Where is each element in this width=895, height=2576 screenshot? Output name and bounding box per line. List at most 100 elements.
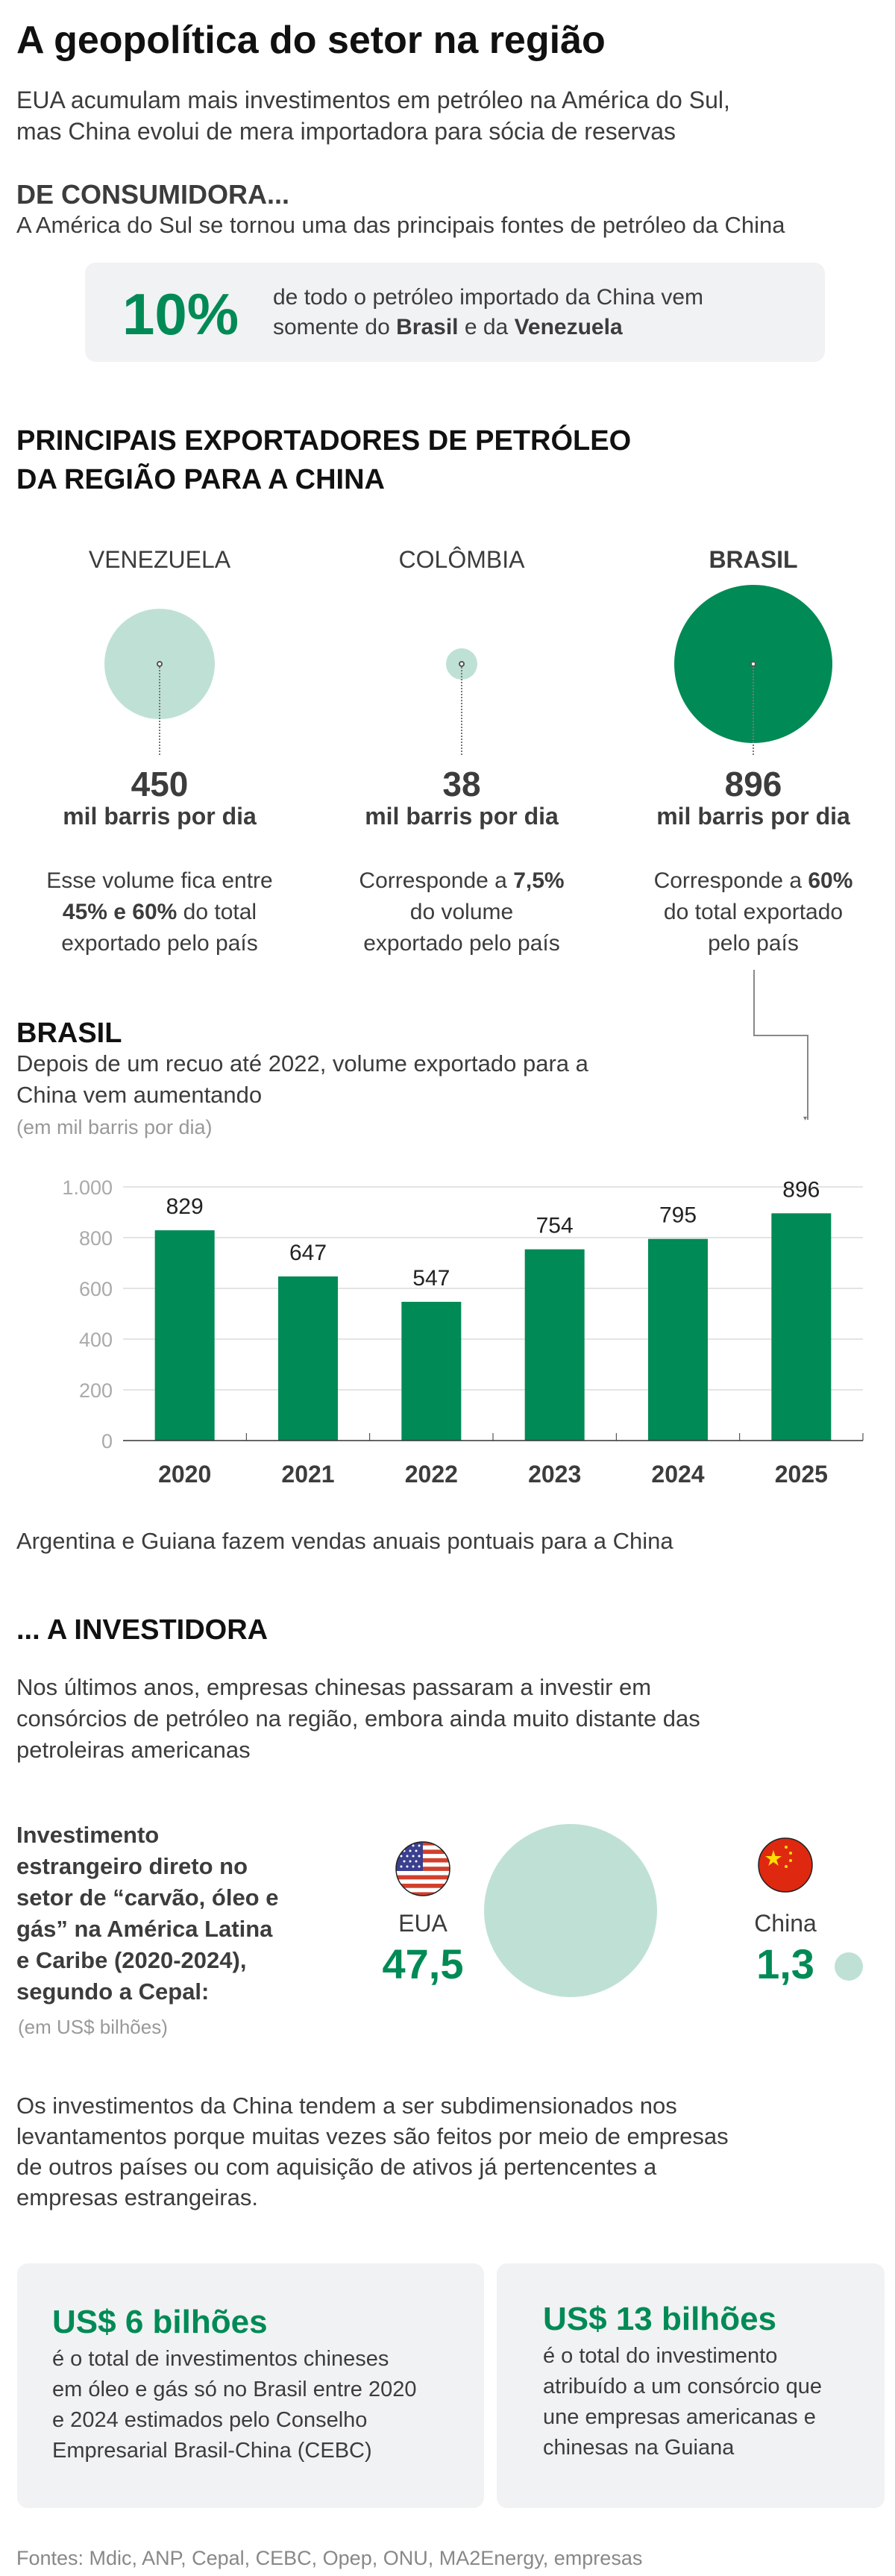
fdi-unit: (em US$ bilhões) — [18, 2016, 168, 2038]
connector-line — [753, 970, 755, 1035]
country-name-eua: EUA — [398, 1910, 448, 1937]
connector-line — [753, 1035, 808, 1036]
export-desc-line: exportado pelo país — [61, 931, 258, 956]
bar-value-label: 547 — [412, 1266, 450, 1291]
card-text: atribuído a um consórcio que — [543, 2375, 822, 2398]
y-tick-label: 1.000 — [62, 1176, 113, 1199]
card-text: Empresarial Brasil-China (CEBC) — [52, 2439, 372, 2463]
chart-subtitle: China vem aumentando — [16, 1082, 263, 1108]
fdi-label: segundo a Cepal: — [16, 1978, 210, 2005]
bubble-center-dot — [157, 661, 163, 667]
country-label: VENEZUELA — [88, 546, 231, 573]
card-value: US$ 13 bilhões — [543, 2301, 777, 2337]
x-tick-label: 2023 — [528, 1461, 581, 1488]
bubble-center-dot — [750, 661, 756, 667]
section-text: A América do Sul se tornou uma das princ… — [16, 212, 785, 238]
export-desc-line: Corresponde a 7,5% — [359, 868, 565, 893]
bar — [524, 1249, 585, 1441]
bar-value-label: 829 — [166, 1194, 204, 1219]
card-value: US$ 6 bilhões — [52, 2304, 268, 2340]
x-tick-label: 2022 — [405, 1461, 458, 1488]
fdi-value-eua: 47,5 — [382, 1940, 464, 1987]
highlight-line: somente do Brasil e da Venezuela — [273, 315, 623, 339]
chart-unit: (em mil barris por dia) — [16, 1116, 213, 1138]
investor-note: Os investimentos da China tendem a ser s… — [16, 2093, 677, 2119]
x-tick-label: 2021 — [281, 1461, 334, 1488]
page-title: A geopolítica do setor na região — [16, 19, 606, 62]
fdi-label: setor de “carvão, óleo e — [16, 1884, 279, 1911]
y-tick-label: 200 — [79, 1379, 113, 1402]
card-text: une empresas americanas e — [543, 2405, 816, 2429]
bar — [278, 1276, 338, 1441]
section-heading-investor: ... A INVESTIDORA — [16, 1614, 268, 1646]
card-text: é o total do investimento — [543, 2344, 778, 2368]
fdi-label: Investimento — [16, 1822, 160, 1848]
bar-value-label: 896 — [782, 1177, 820, 1202]
fdi-label: gás” na América Latina — [16, 1916, 273, 1942]
export-desc-line: exportado pelo país — [363, 931, 560, 956]
card-text: é o total de investimentos chineses — [52, 2347, 389, 2371]
leader-line — [753, 664, 754, 755]
country-name-china: China — [754, 1910, 817, 1937]
export-value: 896 — [724, 765, 782, 803]
bar-value-label: 647 — [289, 1241, 327, 1265]
card-text: e 2024 estimados pelo Conselho — [52, 2408, 368, 2432]
country-label: BRASIL — [709, 546, 798, 573]
country-label: COLÔMBIA — [398, 546, 525, 573]
investor-note: levantamentos porque muitas vezes são fe… — [16, 2123, 729, 2149]
bar — [154, 1230, 215, 1441]
bubble-eua — [484, 1824, 657, 1997]
y-tick-label: 600 — [79, 1278, 113, 1300]
subtitle-line: EUA acumulam mais investimentos em petró… — [16, 87, 730, 113]
fdi-value-china: 1,3 — [756, 1940, 814, 1987]
highlight-value: 10% — [122, 281, 239, 347]
export-desc-line: pelo país — [708, 931, 799, 956]
highlight-box: 10% de todo o petróleo importado da Chin… — [85, 263, 825, 362]
us-flag-icon — [395, 1841, 450, 1896]
bar — [771, 1213, 832, 1441]
sources: Fontes: Mdic, ANP, Cepal, CEBC, Opep, ON… — [16, 2547, 643, 2569]
export-desc-line: do total exportado — [663, 900, 844, 924]
bar — [648, 1238, 708, 1441]
investor-text: petroleiras americanas — [16, 1737, 251, 1763]
export-unit: mil barris por dia — [365, 803, 559, 830]
arrow-down-icon: ▾ — [803, 1115, 808, 1123]
bubble-center-dot — [459, 661, 465, 667]
bar-value-label: 754 — [536, 1214, 574, 1238]
info-card: US$ 6 bilhões é o total de investimentos… — [17, 2263, 484, 2508]
y-tick-label: 0 — [101, 1430, 113, 1452]
subtitle-line: mas China evolui de mera importadora par… — [16, 118, 676, 145]
bar-chart: 0 200 400 600 800 1.000 829 2020 647 2021 547 2022 7… — [62, 1176, 864, 1488]
card-text: chinesas na Guiana — [543, 2436, 735, 2460]
bubble-china — [835, 1952, 863, 1981]
fdi-label: estrangeiro direto no — [16, 1853, 248, 1879]
y-tick-label: 800 — [79, 1227, 113, 1250]
exporters-heading: DA REGIÃO PARA A CHINA — [16, 464, 385, 495]
investor-note: empresas estrangeiras. — [16, 2184, 258, 2210]
export-desc-line: 45% e 60% do total — [62, 900, 257, 924]
y-tick-label: 400 — [79, 1329, 113, 1351]
info-card: US$ 13 bilhões é o total do investimento… — [497, 2263, 885, 2508]
highlight-line: de todo o petróleo importado da China ve… — [273, 285, 704, 310]
bar-value-label: 795 — [659, 1203, 697, 1228]
chart-note: Argentina e Guiana fazem vendas anuais p… — [16, 1528, 673, 1554]
chart-subtitle: Depois de um recuo até 2022, volume expo… — [16, 1050, 588, 1077]
section-heading-consumer: DE CONSUMIDORA... — [16, 179, 290, 210]
leader-line — [461, 664, 462, 755]
card-text: em óleo e gás só no Brasil entre 2020 — [52, 2378, 417, 2401]
china-flag-icon — [758, 1837, 813, 1893]
fdi-label: e Caribe (2020-2024), — [16, 1947, 247, 1973]
investor-text: Nos últimos anos, empresas chinesas pass… — [16, 1674, 652, 1700]
export-desc-line: Corresponde a 60% — [653, 868, 853, 893]
x-tick-label: 2025 — [775, 1461, 828, 1488]
connector-line — [807, 1035, 808, 1120]
x-tick-label: 2020 — [158, 1461, 211, 1488]
export-value: 450 — [131, 765, 189, 803]
export-desc-line: Esse volume fica entre — [46, 868, 273, 893]
exporters-heading: PRINCIPAIS EXPORTADORES DE PETRÓLEO — [16, 425, 632, 457]
chart-heading: BRASIL — [16, 1018, 122, 1049]
export-value: 38 — [442, 765, 481, 803]
x-tick-label: 2024 — [651, 1461, 704, 1488]
leader-line — [159, 664, 160, 755]
export-unit: mil barris por dia — [63, 803, 257, 830]
